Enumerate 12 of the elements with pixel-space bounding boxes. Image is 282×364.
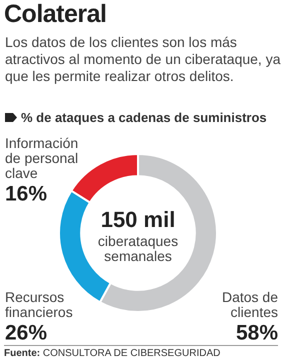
slice-label: Información de personal clave — [5, 134, 78, 181]
slice-label: Recursos financieros — [5, 288, 73, 320]
source-note: Fuente: CONSULTORA DE CIBERSEGURIDAD — [4, 345, 278, 359]
chart-title: Colateral — [4, 0, 106, 29]
data-label: 26% — [5, 321, 48, 344]
slice-label: Datos de clientes — [222, 288, 278, 320]
text: ciberataques semanales — [98, 233, 178, 264]
text: 150 mil — [100, 207, 176, 232]
legend-title: % de ataques a cadenas de suministros — [21, 110, 267, 125]
data-label: 16% — [5, 182, 48, 206]
data-label: 58% — [236, 321, 278, 344]
chart-subtitle: Los datos de los clientes son los más atractivos al momento de un ciberataque, ya que les permite realizar otros delitos. — [5, 34, 281, 85]
